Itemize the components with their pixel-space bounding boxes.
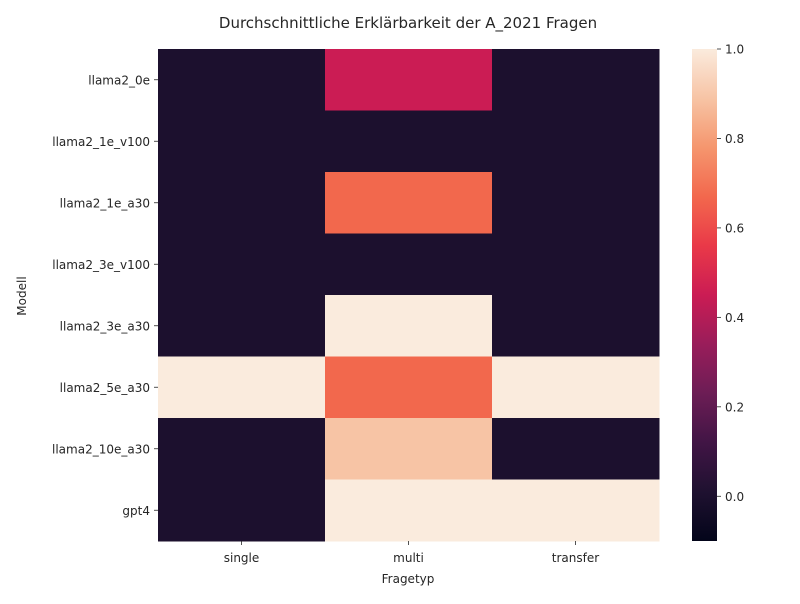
heatmap-cell-llama2_3e_v100-transfer (492, 233, 660, 296)
heatmap-cell-llama2_5e_a30-single (158, 356, 326, 419)
heatmap-cell-gpt4-single (158, 479, 326, 542)
heatmap-cells (158, 49, 660, 542)
heatmap-cell-llama2_10e_a30-single (158, 418, 326, 480)
colorbar-tick-label: 0.6 (725, 221, 744, 235)
heatmap-cell-llama2_5e_a30-transfer (492, 356, 660, 419)
heatmap-cell-llama2_1e_v100-transfer (492, 110, 660, 173)
heatmap-cell-llama2_1e_a30-single (158, 172, 326, 234)
heatmap-cell-llama2_3e_v100-single (158, 233, 326, 296)
heatmap-cell-llama2_10e_a30-multi (325, 418, 493, 480)
y-tick-label: llama2_3e_a30 (60, 319, 150, 333)
x-axis-ticks: single multi transfer (224, 541, 599, 565)
heatmap-cell-llama2_0e-multi (325, 49, 493, 111)
y-tick-label: gpt4 (122, 504, 150, 518)
y-tick-label: llama2_1e_a30 (60, 196, 150, 210)
heatmap-cell-gpt4-transfer (492, 479, 660, 542)
y-tick-label: llama2_5e_a30 (60, 381, 150, 395)
heatmap-cell-llama2_0e-single (158, 49, 326, 111)
colorbar-tick-label: 1.0 (725, 43, 744, 57)
colorbar: 0.0 0.2 0.4 0.6 0.8 1.0 (692, 43, 744, 541)
colorbar-tick-label: 0.2 (725, 400, 744, 414)
heatmap-cell-llama2_1e_a30-multi (325, 172, 493, 234)
x-tick-label: multi (393, 551, 424, 565)
heatmap-cell-llama2_3e_a30-multi (325, 295, 493, 357)
heatmap-cell-llama2_5e_a30-multi (325, 356, 493, 419)
y-tick-label: llama2_10e_a30 (52, 442, 150, 456)
y-tick-label: llama2_3e_v100 (52, 258, 150, 272)
colorbar-tick-label: 0.4 (725, 311, 744, 325)
heatmap-cell-llama2_1e_v100-multi (325, 110, 493, 173)
y-axis-ticks: llama2_0e llama2_1e_v100 llama2_1e_a30llam… (52, 73, 158, 518)
heatmap-cell-llama2_1e_a30-transfer (492, 172, 660, 234)
y-tick-label: llama2_1e_v100 (52, 135, 150, 149)
colorbar-tick-label: 0.8 (725, 132, 744, 146)
x-axis-label: Fragetyp (382, 572, 435, 586)
chart-title: Durchschnittliche Erklärbarkeit der A_20… (219, 14, 597, 33)
heatmap-cell-llama2_3e_a30-single (158, 295, 326, 357)
y-tick-label: llama2_0e (88, 73, 150, 87)
heatmap-cell-gpt4-multi (325, 479, 493, 542)
x-tick-label: transfer (552, 551, 599, 565)
x-tick-label: single (224, 551, 260, 565)
colorbar-gradient (692, 49, 717, 541)
heatmap-cell-llama2_1e_v100-single (158, 110, 326, 173)
heatmap-cell-llama2_3e_v100-multi (325, 233, 493, 296)
heatmap-cell-llama2_3e_a30-transfer (492, 295, 660, 357)
colorbar-tick-label: 0.0 (725, 490, 744, 504)
heatmap-cell-llama2_10e_a30-transfer (492, 418, 660, 480)
y-axis-label: Modell (15, 276, 29, 315)
heatmap-cell-llama2_0e-transfer (492, 49, 660, 111)
